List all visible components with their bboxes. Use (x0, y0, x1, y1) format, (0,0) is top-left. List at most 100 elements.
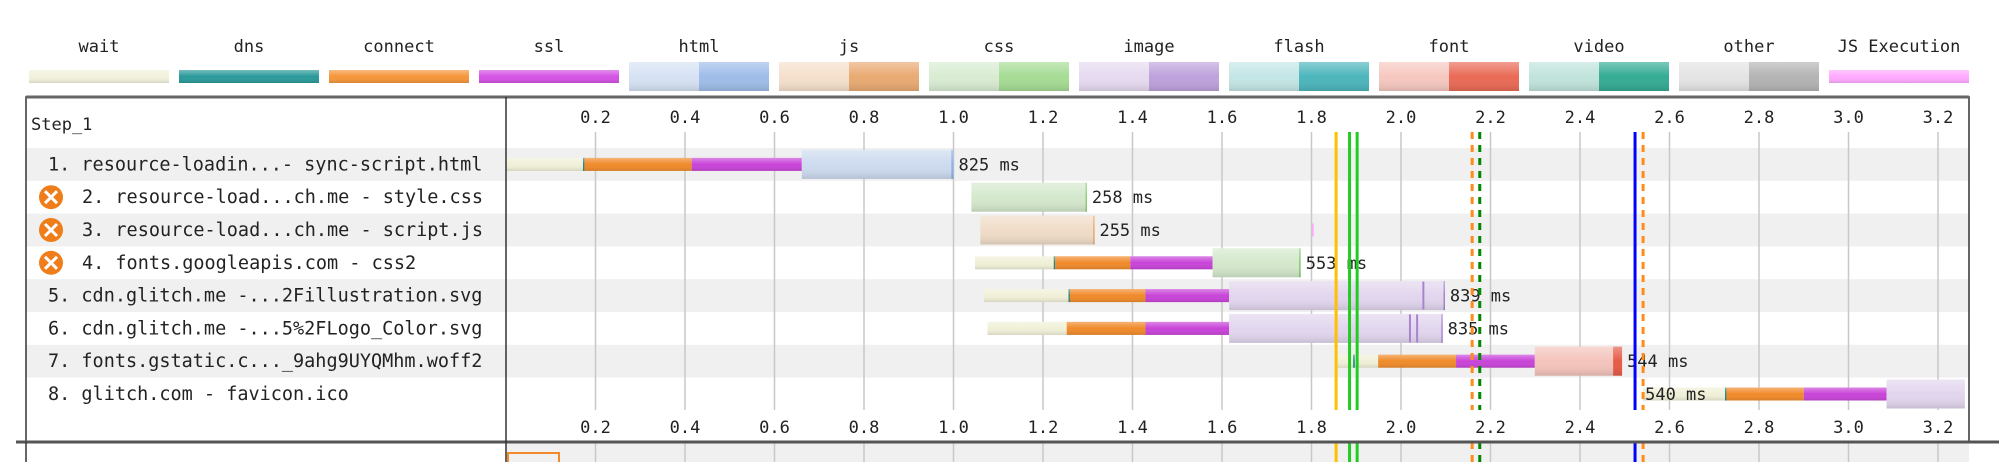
legend-swatch-shade (1829, 70, 1969, 83)
axis-tick-bottom: 3.2 (1923, 418, 1954, 438)
segment-shade (584, 157, 692, 171)
segment-shade (1085, 182, 1088, 212)
segment-shade (1145, 321, 1230, 335)
axis-tick-top: 1.6 (1207, 108, 1238, 128)
legend-label: css (984, 37, 1015, 57)
segment-shade (1212, 248, 1299, 278)
axis-tick-bottom: 3.0 (1833, 418, 1864, 438)
legend-swatch-shade (929, 62, 1069, 91)
legend-item-dns: dns (179, 37, 319, 83)
step-label: Step_1 (31, 115, 92, 135)
segment-shade (974, 256, 1054, 270)
warning-icon (39, 218, 63, 242)
axis-tick-top: 2.2 (1475, 108, 1506, 128)
segment-shade (1456, 354, 1535, 368)
legend-swatch-shade (329, 70, 469, 83)
legend-item-js-execution: JS Execution (1829, 37, 1969, 83)
duration-label: 540 ms (1645, 385, 1706, 405)
segment-shade (582, 157, 585, 171)
legend-label: connect (363, 37, 435, 57)
axis-tick-bottom: 2.2 (1475, 418, 1506, 438)
legend-item-other: other (1679, 37, 1819, 91)
axis-tick-top: 1.2 (1028, 108, 1059, 128)
request-label[interactable]: 7. fonts.gstatic.c..._9ahg9UYQMhm.woff2 (48, 351, 482, 372)
legend-swatch-shade (1229, 62, 1369, 91)
row-band (26, 344, 1969, 378)
axis-tick-bottom: 0.2 (580, 418, 611, 438)
segment-shade (801, 149, 952, 179)
axis-tick-bottom: 2.6 (1654, 418, 1685, 438)
segment-shade (1441, 313, 1443, 343)
legend-item-ssl: ssl (479, 37, 619, 83)
legend-swatch-shade (29, 70, 169, 83)
axis-tick-top: 0.8 (849, 108, 880, 128)
legend-swatch-shade (1679, 62, 1819, 91)
axis-tick-bottom: 1.8 (1296, 418, 1327, 438)
segment-shade (1534, 346, 1614, 376)
duration-label: 839 ms (1450, 287, 1511, 307)
axis-tick-top: 1.8 (1296, 108, 1327, 128)
axis-tick-top: 2.0 (1386, 108, 1417, 128)
axis-tick-bottom: 0.4 (670, 418, 701, 438)
request-row[interactable]: 2. resource-load...ch.me - style.css 258 … (39, 182, 1153, 212)
axis-tick-top: 1.0 (938, 108, 969, 128)
request-row[interactable]: 6. cdn.glitch.me -...5%2FLogo_Color.svg 8… (48, 313, 1509, 343)
request-label[interactable]: 5. cdn.glitch.me -...2Fillustration.svg (48, 286, 482, 307)
legend-label: wait (79, 37, 120, 57)
legend-label: ssl (534, 37, 565, 57)
request-label[interactable]: 6. cdn.glitch.me -...5%2FLogo_Color.svg (48, 318, 482, 339)
legend-item-connect: connect (329, 37, 469, 83)
segment-shade (1068, 289, 1071, 303)
segment-shade (1643, 387, 1725, 401)
segment-shade (1145, 289, 1230, 303)
request-label[interactable]: 3. resource-load...ch.me - script.js (82, 220, 483, 241)
segment-shade (951, 149, 954, 179)
segment-shade (1443, 281, 1446, 311)
axis-tick-bottom: 1.2 (1028, 418, 1059, 438)
axis-tick-bottom: 0.6 (759, 418, 790, 438)
request-label[interactable]: 4. fonts.googleapis.com - css2 (82, 253, 416, 274)
request-row[interactable]: 8. glitch.com - favicon.ico 540 ms (48, 379, 1965, 409)
segment-shade (971, 182, 1086, 212)
request-row[interactable]: 3. resource-load...ch.me - script.js 255 … (39, 215, 1314, 245)
axis-tick-bottom: 2.0 (1386, 418, 1417, 438)
legend-item-js: js (779, 37, 919, 91)
duration-label: 825 ms (959, 155, 1020, 175)
legend-label: JS Execution (1838, 37, 1961, 57)
legend-item-wait: wait (29, 37, 169, 83)
legend-label: html (679, 37, 720, 57)
legend-swatch-shade (629, 62, 769, 91)
request-label[interactable]: 1. resource-loadin...- sync-script.html (48, 154, 482, 175)
segment-shade (1353, 354, 1355, 368)
axis-tick-bottom: 0.8 (849, 418, 880, 438)
request-label[interactable]: 2. resource-load...ch.me - style.css (82, 187, 483, 208)
segment-shade (1803, 387, 1887, 401)
legend-label: js (839, 37, 859, 57)
axis-tick-top: 2.4 (1565, 108, 1596, 128)
request-row[interactable]: 1. resource-loadin...- sync-script.html 8… (48, 149, 1020, 179)
legend-swatch-shade (1379, 62, 1519, 91)
segment-shade (1053, 256, 1056, 270)
axis-tick-top: 3.0 (1833, 108, 1864, 128)
legend-label: video (1573, 37, 1624, 57)
segment-shade (1613, 346, 1623, 376)
axis-tick-top: 0.6 (759, 108, 790, 128)
axis-tick-top: 2.8 (1744, 108, 1775, 128)
segment-shade (1055, 256, 1131, 270)
legend-swatch-shade (179, 70, 319, 83)
segment-shade (987, 321, 1067, 335)
axis-tick-top: 1.4 (1117, 108, 1148, 128)
request-row[interactable]: 7. fonts.gstatic.c..._9ahg9UYQMhm.woff2 5… (48, 346, 1688, 376)
segment-shade (1354, 354, 1379, 368)
legend-swatch-shade (779, 62, 919, 91)
legend-swatch-shade (479, 70, 619, 83)
segment-shade (1093, 215, 1095, 245)
axis-tick-bottom: 2.4 (1565, 418, 1596, 438)
legend-label: other (1723, 37, 1774, 57)
axis-tick-top: 2.6 (1654, 108, 1685, 128)
duration-label: 258 ms (1092, 188, 1153, 208)
request-label[interactable]: 8. glitch.com - favicon.ico (48, 384, 349, 405)
legend-item-video: video (1529, 37, 1669, 91)
